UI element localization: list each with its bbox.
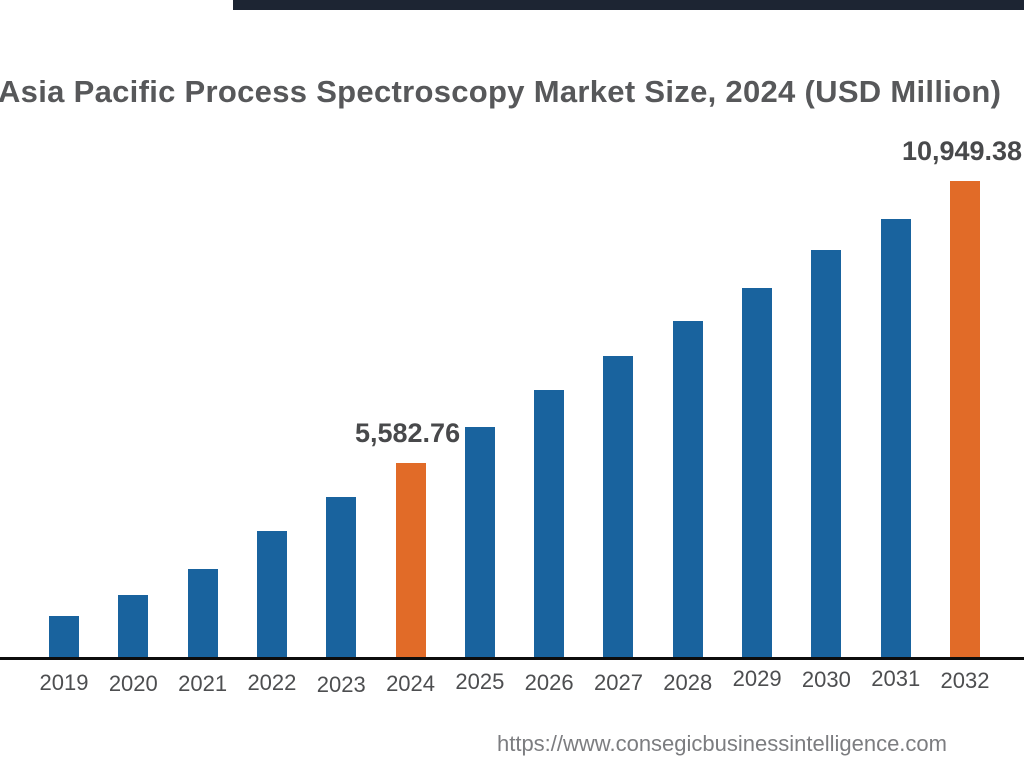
x-tick-2021: 2021 (178, 671, 228, 696)
x-tick-2025: 2025 (455, 669, 505, 694)
data-label-2024: 5,582.76 (354, 418, 461, 449)
bar-2024 (395, 463, 426, 657)
bar-2029 (742, 288, 773, 657)
bar-2025 (464, 427, 495, 657)
x-tick-2032: 2032 (940, 668, 990, 693)
x-tick-2030: 2030 (801, 667, 851, 692)
x-tick-2024: 2024 (386, 671, 436, 696)
bar-2021 (187, 568, 218, 657)
x-tick-2026: 2026 (524, 670, 574, 695)
bar-2026 (534, 390, 565, 657)
x-tick-2023: 2023 (316, 672, 366, 697)
x-tick-2027: 2027 (593, 670, 643, 695)
bar-2028 (672, 321, 703, 657)
bar-2022 (256, 531, 287, 657)
x-tick-2029: 2029 (732, 666, 782, 691)
chart-title: Asia Pacific Process Spectroscopy Market… (0, 74, 1002, 109)
header-strip (233, 0, 1024, 10)
bar-2032 (950, 181, 981, 657)
bar-2020 (118, 595, 149, 657)
bar-2019 (49, 616, 79, 657)
x-axis-line (0, 657, 1024, 660)
bar-2031 (880, 219, 911, 657)
x-tick-2022: 2022 (247, 670, 297, 695)
x-tick-2028: 2028 (663, 670, 713, 695)
data-label-2032: 10,949.38 (901, 136, 1023, 166)
x-tick-2019: 2019 (39, 670, 89, 695)
x-tick-2020: 2020 (108, 671, 158, 696)
x-tick-2031: 2031 (871, 666, 921, 691)
bar-2030 (811, 250, 842, 657)
bar-2027 (603, 356, 634, 657)
bar-2023 (326, 497, 357, 657)
source-url: https://www.consegicbusinessintelligence… (496, 731, 947, 756)
